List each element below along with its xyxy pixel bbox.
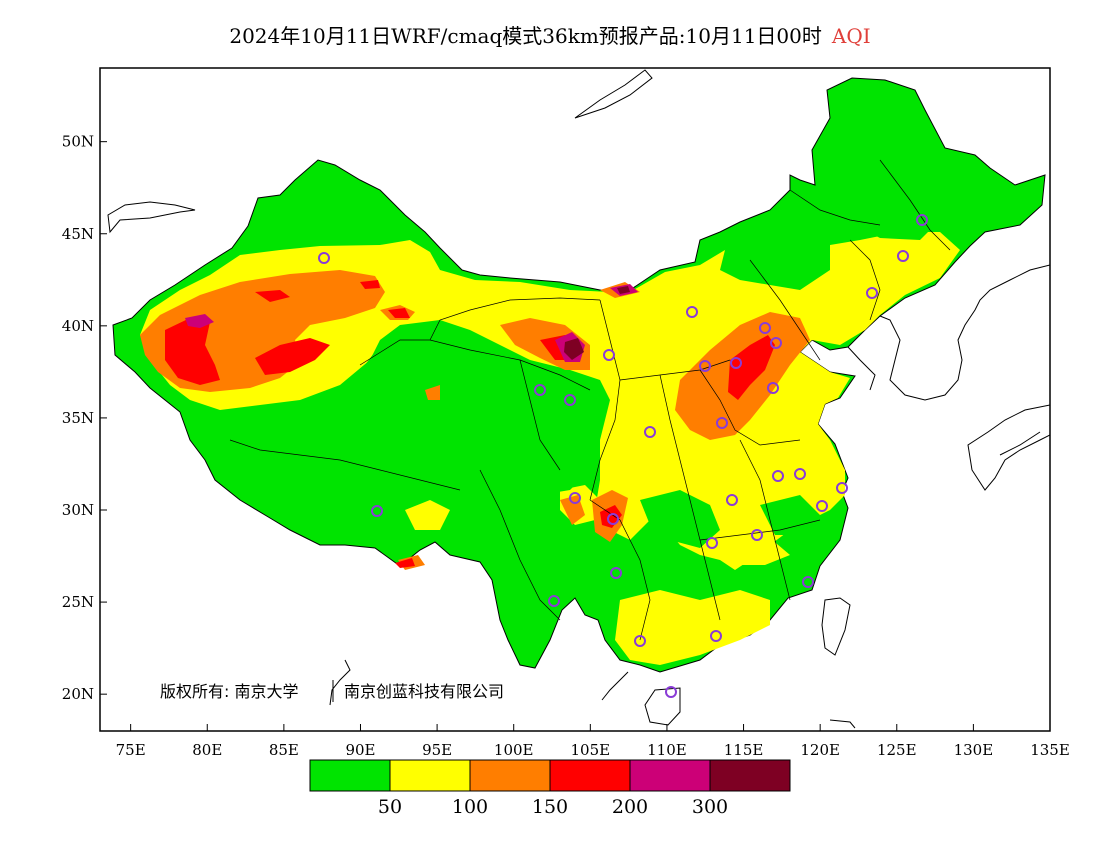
city-marker-guangzhou <box>710 630 722 642</box>
y-tick-label: 50N <box>62 133 94 151</box>
city-marker-shanghai <box>836 482 848 494</box>
y-tick-label: 35N <box>62 409 94 427</box>
map-body <box>107 69 1050 729</box>
legend-swatch <box>629 759 711 792</box>
x-tick-label: 105E <box>571 741 611 759</box>
city-marker-shijiazhuang <box>730 357 742 369</box>
y-tick-label: 40N <box>62 317 94 335</box>
color-legend: 50 100 150 200 300 <box>309 759 791 818</box>
province-boundaries <box>229 159 951 641</box>
city-marker-yinchuan <box>603 349 615 361</box>
x-axis: 75E 80E 85E 90E 95E 100E 105E 110E 115E 120E 125E 1… <box>116 724 1070 759</box>
city-marker-lhasa <box>371 505 383 517</box>
city-marker-beijing <box>759 322 771 334</box>
city-marker-zhengzhou <box>716 417 728 429</box>
y-tick-label: 45N <box>62 225 94 243</box>
legend-label: 100 <box>452 796 488 818</box>
city-marker-haikou <box>665 686 677 698</box>
city-marker-nanjing <box>794 468 806 480</box>
city-marker-guiyang <box>610 567 622 579</box>
city-marker-hangzhou <box>816 500 828 512</box>
x-tick-label: 90E <box>345 741 375 759</box>
city-marker-nanchang <box>751 529 763 541</box>
variable-label: AQI <box>831 24 871 48</box>
x-tick-label: 75E <box>116 741 146 759</box>
aqi-maroon-regions <box>564 286 630 360</box>
city-marker-jinan <box>767 382 779 394</box>
aqi-green-inner <box>195 185 940 548</box>
legend-label: 300 <box>692 796 728 818</box>
legend-swatch <box>389 759 471 792</box>
city-marker-changchun <box>897 250 909 262</box>
x-tick-label: 85E <box>269 741 299 759</box>
legend-swatch <box>549 759 631 792</box>
city-marker-tianjin <box>770 337 782 349</box>
x-tick-label: 95E <box>422 741 452 759</box>
city-marker-wuhan <box>726 494 738 506</box>
y-tick-label: 30N <box>62 501 94 519</box>
city-marker-hohhot <box>686 306 698 318</box>
y-tick-label: 25N <box>62 593 94 611</box>
city-marker-kunming <box>548 595 560 607</box>
city-marker-harbin <box>916 214 928 226</box>
city-marker-chongqing <box>607 513 619 525</box>
city-marker-xining <box>534 384 546 396</box>
y-tick-label: 20N <box>62 685 94 703</box>
legend-label: 150 <box>532 796 568 818</box>
legend-swatch <box>709 759 791 792</box>
city-marker-nanning <box>634 635 646 647</box>
city-marker-chengdu <box>569 492 581 504</box>
legend-label: 50 <box>378 796 402 818</box>
x-tick-label: 130E <box>954 741 994 759</box>
map-frame <box>99 67 1051 732</box>
coastlines <box>107 69 1050 729</box>
city-marker-taiyuan <box>699 360 711 372</box>
city-marker-hefei <box>772 470 784 482</box>
x-tick-label: 125E <box>877 741 917 759</box>
x-tick-label: 115E <box>724 741 764 759</box>
city-marker-urumqi <box>318 252 330 264</box>
city-marker-changsha <box>706 537 718 549</box>
aqi-red-regions <box>165 280 775 568</box>
city-marker-fuzhou <box>802 576 814 588</box>
map-title: 2024年10月11日WRF/cmaq模式36km预报产品:10月11日00时 A… <box>0 20 1100 49</box>
copyright: 版权所有: 南京大学 南京创蓝科技有限公司 <box>160 680 504 702</box>
x-tick-label: 100E <box>494 741 534 759</box>
copyright-company: 南京创蓝科技有限公司 <box>344 682 504 701</box>
x-tick-label: 80E <box>192 741 222 759</box>
legend-swatch <box>469 759 551 792</box>
x-tick-label: 120E <box>800 741 840 759</box>
title-text: 2024年10月11日WRF/cmaq模式36km预报产品:10月11日00时 <box>229 24 822 48</box>
x-tick-label: 110E <box>647 741 687 759</box>
city-markers <box>318 214 928 698</box>
city-marker-xian <box>644 426 656 438</box>
x-tick-label: 135E <box>1030 741 1070 759</box>
legend-swatch <box>309 759 391 792</box>
city-marker-shenyang <box>866 287 878 299</box>
copyright-text: 版权所有: 南京大学 <box>160 682 298 701</box>
y-axis: 20N 25N 30N 35N 40N 45N 50N <box>62 133 107 703</box>
city-marker-lanzhou <box>564 394 576 406</box>
legend-label: 200 <box>612 796 648 818</box>
